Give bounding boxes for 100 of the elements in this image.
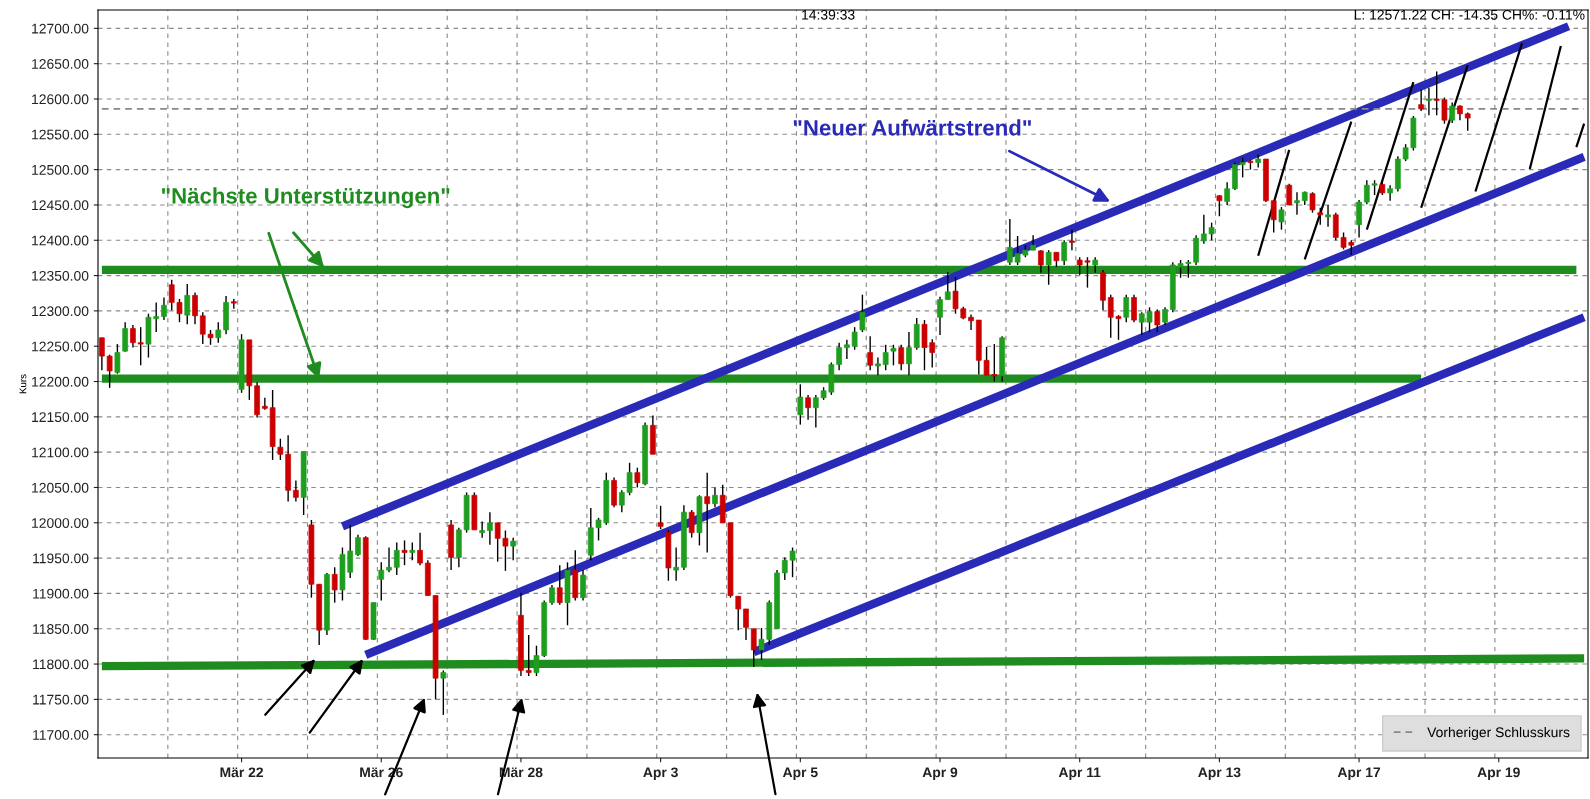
candlestick: [293, 479, 299, 503]
candlestick: [1309, 191, 1316, 214]
candlestick: [1464, 111, 1471, 132]
candlestick: [898, 344, 905, 371]
candlestick: [230, 298, 237, 310]
candlestick: [1045, 249, 1052, 286]
candlestick: [122, 321, 128, 353]
candlestick: [331, 566, 338, 604]
candlestick: [1356, 199, 1362, 239]
candlestick: [750, 628, 757, 668]
candlestick: [1418, 89, 1424, 112]
candlestick: [1224, 181, 1230, 206]
candlestick: [688, 509, 695, 539]
candlestick: [906, 331, 912, 376]
x-tick-label: Apr 17: [1337, 767, 1381, 780]
y-tick-label: 11750.00: [33, 694, 89, 705]
candlestick: [867, 335, 873, 371]
candlestick: [890, 344, 897, 366]
y-tick-label: 12300.00: [32, 306, 89, 317]
x-tick-label: Apr 13: [1198, 767, 1241, 780]
x-tick-label: Apr 5: [782, 767, 818, 780]
annotation: "Neuer Aufwärtstrend": [793, 119, 1031, 136]
y-tick-label: 12100.00: [32, 447, 89, 458]
candlestick: [836, 341, 842, 371]
x-tick-label: Apr 3: [643, 767, 678, 780]
candlestick: [913, 317, 920, 351]
candlestick: [525, 634, 532, 677]
y-tick-label: 11900.00: [33, 588, 89, 599]
candlestick: [1325, 204, 1331, 228]
candlestick: [1387, 184, 1393, 202]
candlestick: [805, 394, 811, 421]
candlestick: [1426, 87, 1432, 116]
candlestick: [944, 271, 951, 301]
candlestick: [440, 669, 447, 716]
y-axis-title: Kurs: [19, 374, 27, 394]
y-tick-label: 12650.00: [32, 59, 89, 69]
candlestick: [393, 541, 400, 576]
candlestick: [712, 486, 718, 508]
candlestick: [1069, 228, 1075, 251]
candlestick: [1038, 249, 1044, 274]
y-tick-label: 12700.00: [32, 23, 89, 34]
candlestick: [859, 293, 866, 333]
annotation: "Nächste Unterstützungen": [162, 187, 450, 209]
candlestick: [875, 356, 881, 376]
candlestick: [479, 520, 485, 539]
x-tick-label: Apr 11: [1058, 767, 1101, 780]
candlestick: [743, 608, 749, 641]
annotation: L: 12571.22 CH: -14.35 CH%: -0.11%: [1354, 9, 1585, 20]
candlestick: [510, 536, 517, 561]
candlestick: [1270, 199, 1277, 234]
candlestick: [1131, 293, 1137, 323]
candlestick: [355, 534, 361, 557]
candlestick: [106, 353, 113, 389]
candlestick: [1239, 156, 1246, 179]
y-tick-label: 11800.00: [33, 659, 89, 670]
y-tick-label: 11700.00: [33, 730, 89, 740]
annotation: 14:39:33: [802, 9, 855, 20]
candlestick: [968, 313, 974, 331]
y-tick-label: 12400.00: [32, 235, 89, 246]
candlestick: [580, 569, 586, 602]
y-tick-label: 11950.00: [33, 553, 89, 564]
candlestick: [1278, 206, 1285, 231]
candlestick: [161, 296, 167, 321]
candlestick: [137, 326, 144, 366]
y-tick-label: 12600.00: [32, 94, 89, 105]
y-tick-label: 12150.00: [32, 412, 89, 423]
candlestick: [215, 321, 222, 344]
x-tick-label: Mär 22: [220, 767, 264, 778]
y-tick-label: 12500.00: [32, 164, 89, 175]
y-tick-label: 12250.00: [32, 341, 89, 352]
candlestick: [130, 324, 136, 349]
legend-label: Vorheriger Schlusskurs: [1427, 727, 1570, 740]
candlestick: [1449, 101, 1456, 124]
candlestick: [556, 564, 563, 606]
candlestick: [1061, 239, 1068, 266]
candlestick: [549, 584, 555, 606]
candlestick: [844, 339, 850, 360]
y-tick-label: 12050.00: [32, 482, 89, 493]
candlestick: [401, 539, 408, 566]
y-tick-label: 12350.00: [32, 270, 89, 281]
candlestick: [1123, 293, 1130, 323]
y-tick-label: 12200.00: [32, 376, 89, 387]
candlestick: [704, 471, 711, 554]
candlestick: [378, 561, 385, 602]
candlestick: [673, 546, 679, 582]
candlestick: [417, 531, 423, 566]
candlestick: [797, 383, 804, 426]
y-tick-label: 11850.00: [33, 624, 89, 634]
candlestick: [657, 505, 664, 530]
candlestick: [184, 283, 191, 326]
candlestick: [735, 595, 742, 631]
y-tick-label: 12550.00: [32, 129, 89, 140]
candlestick: [937, 296, 943, 336]
candlestick: [1286, 183, 1293, 206]
candlestick: [851, 326, 858, 351]
candlestick: [1294, 191, 1300, 216]
candlestick: [386, 546, 392, 573]
y-tick-label: 12450.00: [32, 200, 89, 211]
x-tick-label: Apr 19: [1477, 767, 1520, 780]
candlestick: [1154, 308, 1161, 333]
